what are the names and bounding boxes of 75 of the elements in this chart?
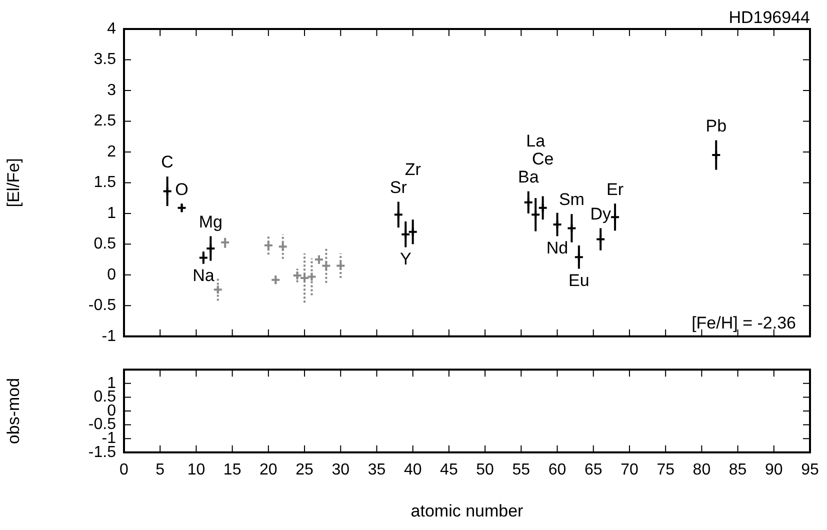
annotation: Sm [558, 190, 584, 210]
point [336, 260, 346, 271]
point [596, 234, 606, 244]
point [263, 240, 274, 250]
x-tick-label: 10 [187, 461, 206, 478]
point [212, 284, 223, 295]
x-tick-label: 60 [548, 461, 566, 478]
y-tick-label: 3 [107, 82, 116, 99]
annotation: C [161, 152, 174, 172]
x-tick-label: 30 [332, 461, 350, 478]
point [523, 197, 534, 208]
point [270, 274, 281, 285]
annotation: Eu [568, 270, 590, 290]
point [306, 272, 317, 282]
annotation: Nd [546, 238, 568, 258]
point [574, 252, 584, 262]
x-tick-label: 5 [156, 461, 165, 478]
annotation: [Fe/H] = -2.36 [692, 314, 796, 333]
point [198, 252, 208, 263]
point [610, 212, 620, 222]
x-tick-label: 40 [404, 461, 422, 478]
point [400, 229, 411, 240]
point [566, 223, 577, 234]
y-tick-label: 0 [107, 266, 116, 284]
y-axis-title: obs-mod [4, 378, 23, 444]
y-tick-label: -0.5 [88, 297, 116, 314]
x-tick-label: 45 [440, 461, 458, 478]
annotation: La [526, 131, 546, 150]
y-tick-label: 2.5 [94, 112, 116, 130]
x-tick-label: 55 [512, 461, 530, 478]
x-tick-label: 35 [368, 461, 386, 478]
annotation: Dy [590, 204, 612, 224]
x-tick-label: 20 [260, 461, 278, 478]
x-tick-label: 70 [620, 461, 638, 478]
y-tick-label: 3.5 [94, 51, 116, 68]
chart-title: HD196944 [728, 8, 810, 28]
x-axis-title: atomic number [410, 501, 524, 520]
x-tick-label: 85 [728, 461, 747, 478]
y-tick-label: 1 [107, 204, 116, 222]
x-tick-label: 65 [584, 461, 602, 478]
y-tick-label: 4 [107, 20, 116, 38]
x-tick-label: 95 [801, 461, 819, 478]
y-tick-label: 0.5 [94, 236, 116, 253]
point [538, 202, 548, 213]
annotation: Mg [198, 212, 222, 232]
annotation: Sr [390, 178, 408, 197]
point [552, 220, 562, 230]
annotation: Er [606, 180, 624, 199]
x-tick-label: 0 [120, 461, 129, 478]
point [206, 243, 216, 254]
point [711, 150, 722, 160]
y-tick-label: 1.5 [94, 174, 116, 192]
y-tick-label: -1 [102, 328, 116, 345]
annotation: Y [400, 249, 412, 268]
annotation: Ce [532, 149, 554, 168]
point [408, 226, 418, 237]
x-tick-label: 25 [296, 461, 314, 478]
annotation: Zr [404, 160, 422, 179]
x-tick-label: 90 [764, 461, 783, 478]
x-tick-label: 50 [476, 461, 494, 478]
point [393, 210, 404, 220]
point [278, 242, 288, 252]
annotation: Ba [518, 167, 540, 186]
point [176, 202, 187, 213]
annotation: Pb [706, 116, 727, 136]
point [220, 237, 230, 248]
y-tick-label: 2 [107, 143, 116, 160]
x-tick-label: 80 [692, 461, 711, 478]
x-tick-label: 15 [223, 461, 242, 478]
annotation: O [175, 180, 188, 199]
y-tick-label: 1 [107, 374, 116, 392]
x-tick-label: 75 [656, 461, 675, 478]
annotation: Na [192, 266, 215, 286]
y-axis-title: [El/Fe] [4, 158, 23, 208]
point [162, 186, 172, 196]
